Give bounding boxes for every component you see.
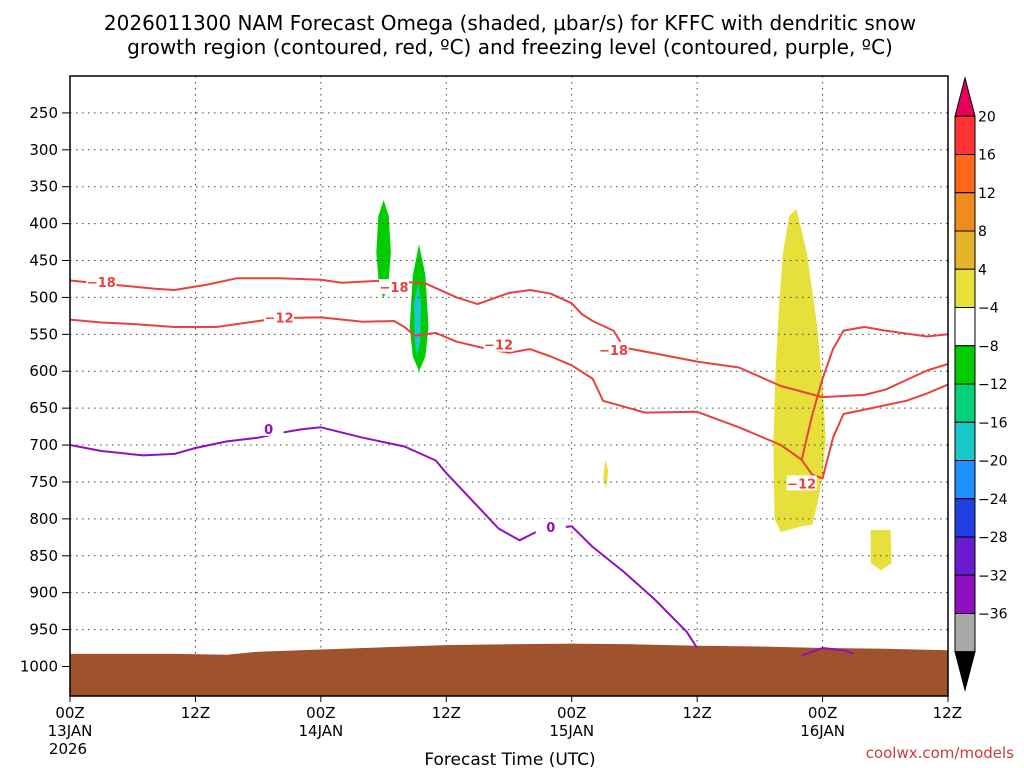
y-tick-label-300: 300 [29,141,58,159]
colorbar-label-8: −16 [978,415,1008,431]
colorbar-label-2: 12 [978,186,996,202]
x-tick-label-24: 00Z [306,704,335,722]
omega-region-0 [376,200,391,298]
x-tick-label-60: 12Z [682,704,711,722]
y-tick-label-800: 800 [29,510,58,528]
y-tick-label-1000: 1000 [20,657,58,675]
y-tick-label-500: 500 [29,288,58,306]
colorbar-cell-11 [954,498,976,538]
plot-area: −18 −18 −18 −12 −12 −12 0 0 [69,75,949,697]
contour-label-bg-0-0 [86,273,117,289]
x-tick-label-48: 00Z [557,704,586,722]
contour-label-2-1: 0 [546,521,555,536]
terrain-layer [70,643,948,696]
colorbar-cell-9 [954,421,976,461]
colorbar: 20 16 12 8 4 −4 −8 −12 −16 −20 −24 −28 −32 −36 [954,76,1008,692]
colorbar-label-6: −8 [978,339,999,355]
contour-line-0-0 [69,277,949,399]
contour-label-1-0: −12 [265,311,294,326]
colorbar-label-12: −32 [978,568,1008,584]
x-year-label-0: 2026 [49,740,87,758]
y-tick-label-700: 700 [29,436,58,454]
chart-title-line2: growth region (contoured, red, ºC) and f… [127,35,893,59]
contour-label-bg-0-2 [598,341,629,357]
y-tick-label-350: 350 [29,178,58,196]
colorbar-label-3: 8 [978,224,987,240]
contour-label-0-1: −18 [380,281,409,296]
x-axis-label: Forecast Time (UTC) [424,750,595,768]
colorbar-label-4: 4 [978,262,987,278]
contour-label-bg-1-0 [264,309,295,325]
colorbar-cell-6 [954,307,976,347]
colorbar-label-5: −4 [978,301,999,317]
omega-region-4 [870,529,892,571]
y-tick-label-650: 650 [29,399,58,417]
contour-label-bg-0-1 [379,279,410,295]
omega-region-2 [413,282,422,357]
y-tick-label-450: 450 [29,252,58,270]
colorbar-cell-12 [954,536,976,576]
x-tick-label-0: 00Z [55,704,84,722]
contour-line-2-1 [801,647,855,657]
colorbar-label-7: −12 [978,377,1008,393]
y-tick-label-850: 850 [29,547,58,565]
colorbar-cell-7 [954,345,976,385]
watermark: coolwx.com/models [866,744,1014,762]
y-tick-label-750: 750 [29,473,58,491]
y-tick-label-250: 250 [29,104,58,122]
colorbar-cell-4 [954,230,976,270]
y-tick-label-950: 950 [29,621,58,639]
contour-label-0-2: −18 [599,344,628,359]
contour-label-bg-1-1 [483,336,514,352]
colorbar-label-11: −28 [978,530,1008,546]
omega-shading-layer [376,200,892,571]
chart-title-line1: 2026011300 NAM Forecast Omega (shaded, μ… [104,11,916,35]
contour-label-bg-2-0 [253,420,284,436]
y-tick-label-550: 550 [29,325,58,343]
colorbar-cell-15 [954,651,976,692]
x-date-label-0: 13JAN [48,722,93,740]
colorbar-cell-5 [954,268,976,308]
plot-frame [69,75,949,697]
terrain-surface [70,643,948,696]
x-date-label-48: 15JAN [549,722,594,740]
colorbar-cell-1 [954,115,976,155]
y-axis: 250 300 350 400 450 500 550 600 650 700 750 800 850 9… [20,104,70,675]
colorbar-label-9: −20 [978,454,1008,470]
contour-layer: −18 −18 −18 −12 −12 −12 0 0 [69,273,949,657]
contour-label-1-1: −12 [484,339,513,354]
colorbar-label-10: −24 [978,492,1008,508]
y-tick-label-600: 600 [29,362,58,380]
x-date-label-72: 16JAN [800,722,845,740]
contour-label-1-2: −12 [787,477,816,492]
colorbar-cell-2 [954,154,976,194]
contour-label-2-0: 0 [264,423,273,438]
colorbar-cell-3 [954,192,976,232]
x-tick-label-12: 12Z [181,704,210,722]
colorbar-label-13: −36 [978,607,1008,623]
colorbar-cell-8 [954,383,976,423]
contour-label-bg-2-1 [535,518,566,534]
y-tick-label-400: 400 [29,215,58,233]
contour-line-2-0 [69,426,698,649]
colorbar-label-0: 20 [978,109,996,125]
contour-line-1-1 [800,326,949,461]
y-tick-label-900: 900 [29,584,58,602]
colorbar-label-1: 16 [978,148,996,164]
contour-label-0-0: −18 [87,276,116,291]
x-date-label-24: 14JAN [298,722,343,740]
x-tick-label-36: 12Z [432,704,461,722]
colorbar-cell-10 [954,460,976,500]
omega-region-3 [773,208,826,533]
colorbar-cell-13 [954,574,976,614]
contour-label-bg-1-2 [786,475,817,491]
x-tick-label-72: 00Z [808,704,837,722]
x-tick-label-84: 12Z [933,704,962,722]
colorbar-cell-14 [954,613,976,653]
